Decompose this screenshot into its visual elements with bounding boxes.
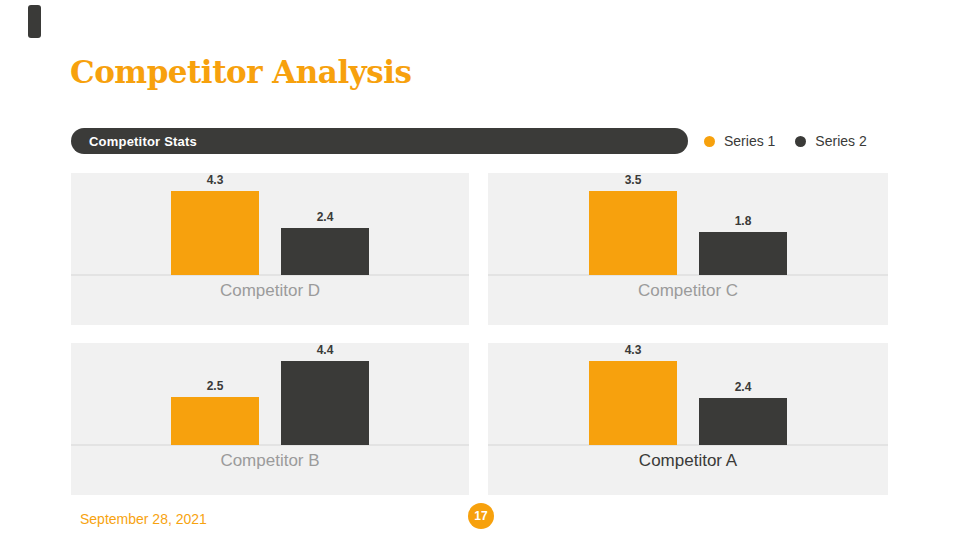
page-title: Competitor Analysis — [70, 54, 411, 90]
chart-panel-competitor-d: 4.3 2.4 Competitor D — [71, 173, 469, 325]
bar-value-label: 2.5 — [171, 379, 259, 393]
legend-item-1: Series 1 — [704, 133, 775, 149]
chart-panel-competitor-c: 3.5 1.8 Competitor C — [488, 173, 888, 325]
chart-baseline — [488, 444, 888, 446]
page-number: 17 — [474, 509, 487, 523]
bar-value-label: 4.4 — [281, 343, 369, 357]
chart-grid: 4.3 2.4 Competitor D 3.5 1.8 Competitor C 2.5 4… — [71, 173, 888, 495]
bar-value-label: 2.4 — [699, 380, 787, 394]
bar-competitor-a-series-1 — [589, 361, 677, 445]
bar-value-label: 3.5 — [589, 173, 677, 187]
chart-panel-competitor-a: 4.3 2.4 Competitor A — [488, 343, 888, 495]
category-label-competitor-c: Competitor C — [488, 281, 888, 301]
chart-baseline — [488, 274, 888, 276]
bar-competitor-b-series-1 — [171, 397, 259, 445]
bar-competitor-c-series-1 — [589, 191, 677, 275]
chart-baseline — [71, 274, 469, 276]
category-label-competitor-b: Competitor B — [71, 451, 469, 471]
footer-date: September 28, 2021 — [80, 511, 207, 527]
bar-competitor-b-series-2 — [281, 361, 369, 445]
section-header-label: Competitor Stats — [89, 134, 197, 149]
category-label-competitor-a: Competitor A — [488, 451, 888, 471]
chart-panel-competitor-b: 2.5 4.4 Competitor B — [71, 343, 469, 495]
legend-item-2: Series 2 — [795, 133, 866, 149]
bar-competitor-d-series-2 — [281, 228, 369, 275]
bar-competitor-d-series-1 — [171, 191, 259, 275]
legend-dot-icon — [704, 136, 715, 147]
slide: Competitor Analysis Competitor Stats Ser… — [0, 0, 960, 540]
bar-value-label: 4.3 — [589, 343, 677, 357]
category-label-competitor-d: Competitor D — [71, 281, 469, 301]
legend-label: Series 1 — [724, 133, 775, 149]
bar-competitor-c-series-2 — [699, 232, 787, 275]
chart-legend: Series 1 Series 2 — [704, 128, 867, 154]
bar-value-label: 1.8 — [699, 214, 787, 228]
page-number-badge: 17 — [468, 503, 494, 529]
legend-label: Series 2 — [815, 133, 866, 149]
chart-baseline — [71, 444, 469, 446]
corner-accent-bar — [28, 5, 41, 38]
bar-competitor-a-series-2 — [699, 398, 787, 445]
section-header-pill: Competitor Stats — [71, 128, 688, 154]
bar-value-label: 2.4 — [281, 210, 369, 224]
legend-dot-icon — [795, 136, 806, 147]
bar-value-label: 4.3 — [171, 173, 259, 187]
